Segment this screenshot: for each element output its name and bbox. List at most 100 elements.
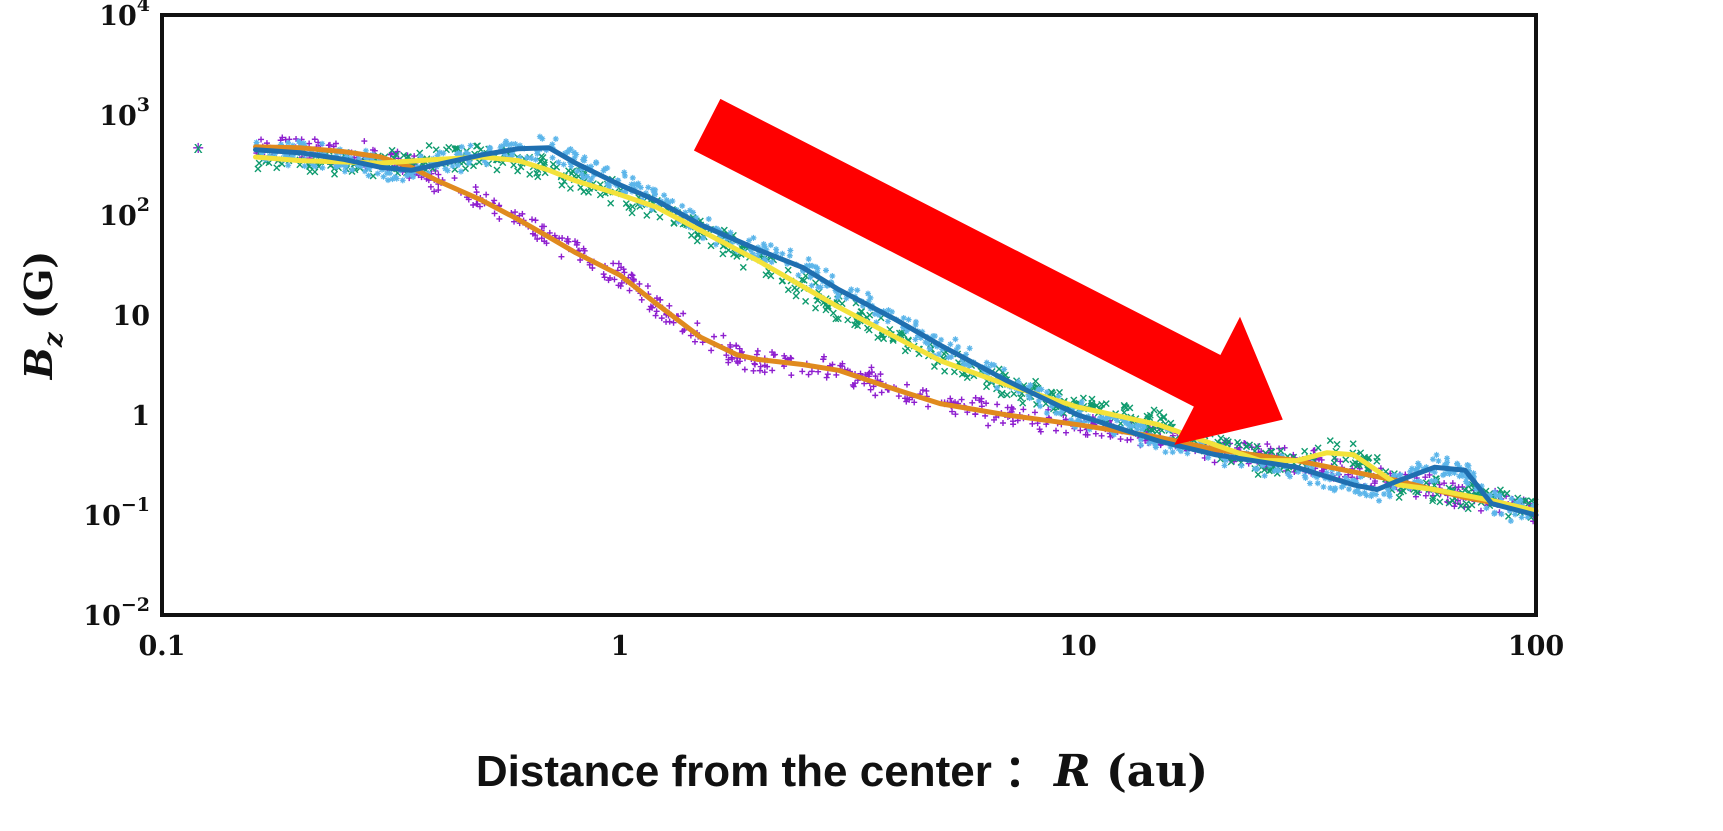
x-tick-label: 10 [1059,631,1097,662]
data-point [773,246,780,253]
data-point [872,373,879,380]
data-point [1369,490,1376,497]
data-point [1462,500,1470,508]
data-point [812,304,820,312]
data-point [670,319,677,326]
data-point [1167,419,1175,427]
data-point [903,381,910,388]
data-point [750,234,757,241]
data-point [1318,456,1325,463]
data-point [491,197,498,204]
plot-frame [160,13,1538,617]
data-point [705,216,712,223]
data-point [1376,497,1383,504]
data-point [653,295,660,302]
data-point [644,283,651,290]
data-point [380,173,387,180]
data-point [496,215,503,222]
data-point [1314,480,1321,487]
data-point [1146,440,1152,447]
data-point [1003,391,1011,399]
data-point [949,408,956,415]
data-point [1063,429,1070,436]
data-point [648,206,655,213]
data-point [549,154,556,161]
data-point [1254,471,1262,479]
data-point [534,148,541,155]
data-point [1264,441,1271,448]
data-point [410,173,417,180]
data-point [1456,473,1463,480]
data-point [658,315,665,322]
data-point [1496,486,1504,494]
data-point [1440,472,1447,479]
data-point [1068,416,1075,423]
data-point [656,213,664,221]
data-point [621,190,628,197]
data-point [999,420,1006,427]
data-point [1329,472,1336,479]
data-point [558,253,565,260]
data-point [1184,450,1191,457]
data-point [301,163,308,170]
data-point [1314,474,1321,481]
data-point [271,151,278,158]
data-point [1020,406,1027,413]
data-point [567,146,574,153]
data-point [1422,474,1429,481]
data-point [1072,424,1079,431]
data-point [793,286,801,294]
data-point [872,392,879,399]
data-point [1037,403,1044,410]
data-point [432,146,440,154]
data-point [1086,426,1093,433]
data-point [578,171,585,178]
data-point [456,151,463,158]
data-point [934,343,941,350]
data-point [512,209,519,216]
data-point [621,169,628,176]
data-point [646,306,653,313]
data-point [1271,467,1278,474]
data-point [1075,417,1082,424]
data-point [404,172,411,179]
data-point [255,159,263,167]
data-point [467,142,474,149]
data-point [1465,467,1472,474]
data-point [600,271,607,278]
y-tick-label: 1 [131,401,150,432]
data-point [905,316,912,323]
data-point [844,316,852,324]
data-point [435,187,442,194]
data-point [1015,388,1022,395]
data-point [700,235,707,242]
data-point [1043,410,1050,417]
data-point [1048,403,1055,410]
data-point [1057,410,1064,417]
data-point [449,163,456,170]
data-point [1167,444,1174,451]
data-point [473,200,480,207]
x-tick-label: 0.1 [139,631,186,662]
data-point [912,322,919,329]
data-point [919,328,926,335]
data-point [687,332,694,339]
data-point [1433,451,1440,458]
data-point [473,189,480,196]
data-point [1461,486,1469,494]
data-point [601,274,608,281]
data-point [727,341,734,348]
data-point [861,380,868,387]
data-point [1314,444,1322,452]
data-point [1234,438,1242,446]
data-point [617,283,624,290]
data-point [995,365,1003,373]
data-point [1361,489,1368,496]
data-point [285,139,292,146]
data-point [565,238,572,245]
data-point [543,240,550,247]
data-point [1415,478,1422,485]
annotation-arrow [693,98,1283,445]
data-point [1092,430,1099,437]
data-point [564,235,571,242]
